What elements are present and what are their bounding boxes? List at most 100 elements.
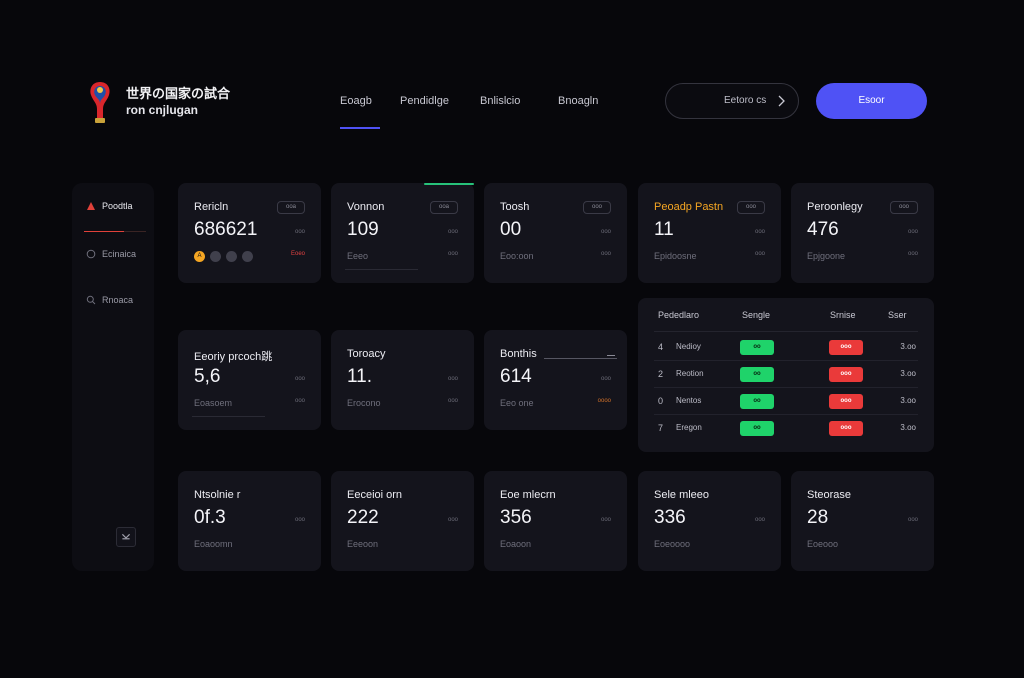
- card-value: 00: [500, 219, 522, 240]
- card-change: oooo: [597, 398, 611, 404]
- card-pill[interactable]: ooa: [430, 201, 458, 214]
- card-title: Eeceioi orn: [347, 489, 403, 501]
- flag-icon: [87, 202, 95, 210]
- card-change: Eoeo: [290, 251, 305, 257]
- stat-card[interactable]: Rericln 686621 ooa ooo Eoeo A: [178, 183, 321, 283]
- card-value: 614: [500, 366, 532, 387]
- avatar: [210, 251, 221, 262]
- sidebar-item-label: Ecinaica: [102, 249, 137, 259]
- search-icon: [86, 295, 96, 305]
- card-value: 686621: [194, 219, 258, 240]
- column-header: Sengle: [742, 310, 771, 320]
- card-title: Steorase: [807, 489, 852, 501]
- tab-0[interactable]: Eoagb: [330, 92, 390, 129]
- table-row[interactable]: 7 Eregon oo ooo 3.oo: [638, 415, 934, 442]
- card-subtitle: Eoo:oon: [500, 251, 534, 261]
- main-nav: Eoagb Pendidlge Bnlislcio Bnoagln: [330, 92, 618, 132]
- sidebar-item-2[interactable]: Rnoaca: [86, 295, 133, 305]
- card-value: 336: [654, 507, 686, 528]
- card-change: ooo: [447, 251, 458, 257]
- sidebar: Poodtla Ecinaica Rnoaca: [72, 183, 154, 571]
- globe-icon: [86, 249, 96, 259]
- row-value: 3.oo: [900, 396, 916, 405]
- status-badge: oo: [740, 367, 774, 382]
- row-value: 3.oo: [900, 369, 916, 378]
- card-title: Ntsolnie r: [194, 489, 241, 501]
- card-title: Eoe mlecrn: [500, 489, 556, 501]
- row-rank: 0: [658, 396, 664, 406]
- brand: 世界の国家の試合 ron cnjlugan: [126, 86, 266, 118]
- stat-card[interactable]: Eeceioi orn 222 ooo Eeeoon: [331, 471, 474, 571]
- card-subtitle: Epidoosne: [654, 251, 697, 261]
- row-divider: [654, 387, 918, 388]
- card-title: Peroonlegy: [807, 201, 863, 213]
- stat-card[interactable]: Peoadp Pastn 11 ooo ooo ooo Epidoosne: [638, 183, 781, 283]
- table-row[interactable]: 0 Nentos oo ooo 3.oo: [638, 388, 934, 415]
- tab-3[interactable]: Bnoagln: [558, 95, 599, 107]
- card-subtitle: Eeo one: [500, 398, 534, 408]
- stat-card[interactable]: Peroonlegy 476 ooo ooo ooo Epjgoone: [791, 183, 934, 283]
- stat-card[interactable]: Vonnon 109 ooa ooo ooo Eeeo: [331, 183, 474, 283]
- card-pill[interactable]: ooo: [583, 201, 611, 214]
- search-button[interactable]: Eetoro cs: [665, 83, 799, 119]
- card-meta: ooo: [294, 376, 305, 382]
- card-subtitle: Eoasoem: [194, 398, 233, 408]
- tab-2[interactable]: Bnlislcio: [480, 95, 521, 107]
- avatar: A: [194, 251, 205, 262]
- card-pill[interactable]: ooo: [890, 201, 918, 214]
- card-slider-track: [544, 358, 617, 359]
- stat-card[interactable]: Steorase 28 ooo Eoeooo: [791, 471, 934, 571]
- collapse-button[interactable]: [116, 527, 136, 547]
- sidebar-item-0[interactable]: Poodtla: [86, 201, 133, 211]
- card-value: 11.: [347, 366, 373, 387]
- card-value: 5,6: [194, 366, 221, 387]
- stat-card[interactable]: Toroacy 11. ooo ooo Erocono: [331, 330, 474, 430]
- stat-card[interactable]: Bonthis 614 ooo oooo Eeo one: [484, 330, 627, 430]
- table-row[interactable]: 4 Nedioy oo ooo 3.oo: [638, 334, 934, 361]
- card-meta: ooo: [907, 229, 918, 235]
- stat-card[interactable]: Ntsolnie r 0f.3 ooo Eoaoomn: [178, 471, 321, 571]
- stat-card[interactable]: Toosh 00 ooo ooo ooo Eoo:oon: [484, 183, 627, 283]
- card-value: 28: [807, 507, 829, 528]
- row-rank: 2: [658, 369, 664, 379]
- card-meta: ooo: [447, 517, 458, 523]
- card-value: 222: [347, 507, 379, 528]
- card-subtitle: Eeeoon: [347, 539, 379, 549]
- card-change: ooo: [600, 251, 611, 257]
- card-title: Eeoriy prcoch跳: [194, 351, 273, 363]
- column-header: Sser: [888, 310, 907, 320]
- column-header: Srnise: [830, 310, 856, 320]
- status-badge: oo: [740, 394, 774, 409]
- table-row[interactable]: 2 Reotion oo ooo 3.oo: [638, 361, 934, 388]
- card-pill[interactable]: ooa: [277, 201, 305, 214]
- card-title: Sele mleeo: [654, 489, 710, 501]
- card-divider: [192, 416, 265, 417]
- row-name: Reotion: [676, 369, 704, 378]
- stat-card[interactable]: Eoe mlecrn 356 ooo Eoaoon: [484, 471, 627, 571]
- sidebar-item-1[interactable]: Ecinaica: [86, 249, 136, 259]
- card-meta: ooo: [907, 517, 918, 523]
- row-name: Nedioy: [676, 342, 701, 351]
- table-header-rule: [654, 331, 918, 332]
- card-meta: ooo: [294, 229, 305, 235]
- card-meta: ooo: [447, 376, 458, 382]
- row-rank: 7: [658, 423, 664, 433]
- card-slider-handle[interactable]: [607, 355, 615, 361]
- stat-card[interactable]: Eeoriy prcoch跳 5,6 ooo ooo Eoasoem: [178, 330, 321, 430]
- row-rank: 4: [658, 342, 664, 352]
- card-title: Rericln: [194, 201, 229, 213]
- card-value: 11: [654, 219, 674, 240]
- brand-title: 世界の国家の試合: [126, 86, 231, 101]
- tab-1[interactable]: Pendidlge: [400, 95, 449, 107]
- row-value: 3.oo: [900, 423, 916, 432]
- card-subtitle: Erocono: [347, 398, 381, 408]
- card-value: 0f.3: [194, 507, 226, 528]
- card-change: ooo: [754, 251, 765, 257]
- card-meta: ooo: [754, 229, 765, 235]
- card-highlight-bar: [424, 183, 474, 185]
- stat-card[interactable]: Sele mleeo 336 ooo Eoeoooo: [638, 471, 781, 571]
- card-pill[interactable]: ooo: [737, 201, 765, 214]
- primary-button[interactable]: Esoor: [816, 83, 927, 119]
- chevron-down-icon: [121, 533, 131, 540]
- card-meta: ooo: [600, 376, 611, 382]
